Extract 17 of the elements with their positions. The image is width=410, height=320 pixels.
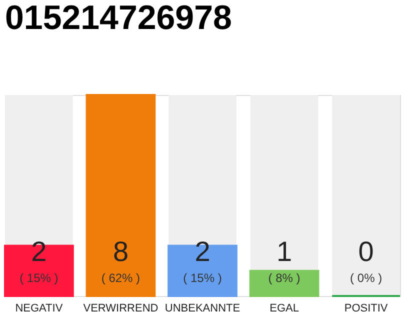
annotation: ( 0% ) [350,271,382,285]
annotation: ( 62% ) [101,271,140,285]
x-tick-label: POSITIV [344,302,388,314]
data-label: 8 [112,236,129,267]
data-label: 0 [358,236,374,267]
data-label: 2 [194,236,210,267]
annotation: ( 15% ) [183,271,222,285]
annotation: ( 8% ) [268,271,300,285]
bar [249,270,320,297]
x-tick-label: VERWIRREND [83,302,158,314]
data-label: 2 [31,236,47,267]
data-label: 1 [276,236,292,267]
x-tick-label: NEGATIV [15,302,64,314]
x-tick-label: UNBEKANNTE [164,302,240,314]
chart-title: 015214726978 [5,0,232,37]
annotation: ( 15% ) [20,271,58,285]
x-tick-label: EGAL [270,302,299,314]
